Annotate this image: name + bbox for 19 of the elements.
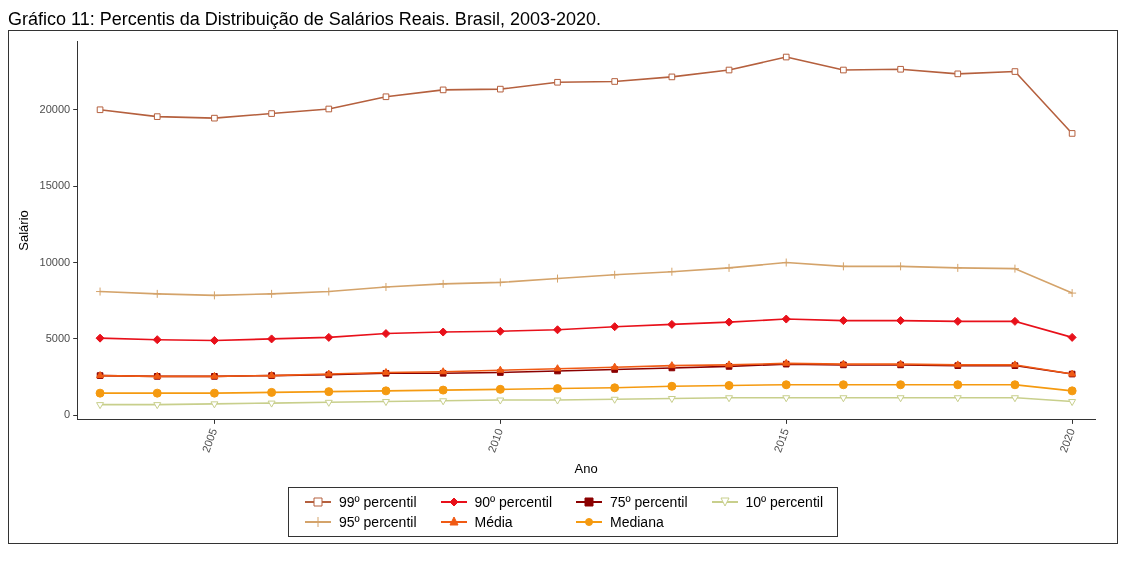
legend-label: 99º percentil bbox=[339, 494, 417, 510]
y-axis-title: Salário bbox=[16, 210, 32, 251]
legend-label: 90º percentil bbox=[474, 494, 552, 510]
x-tick-label: 2015 bbox=[771, 426, 791, 454]
y-tick-label: 0 bbox=[64, 408, 71, 421]
y-tick-label: 5000 bbox=[45, 331, 71, 344]
y-tick-label: 20000 bbox=[39, 102, 71, 115]
legend-label: Mediana bbox=[610, 514, 664, 530]
x-tick-label: 2020 bbox=[1057, 426, 1077, 454]
y-tick-label: 10000 bbox=[39, 255, 71, 268]
legend-label: 75º percentil bbox=[610, 494, 688, 510]
legend-label: 95º percentil bbox=[339, 514, 417, 530]
x-tick-label: 2005 bbox=[199, 426, 220, 454]
legend-label: 10º percentil bbox=[745, 494, 823, 510]
x-axis-title: Ano bbox=[574, 460, 598, 476]
chart-title: Gráfico 11: Percentis da Distribuição de Salários Reais. Brasil, 2003-2020. bbox=[8, 8, 602, 30]
y-tick-label: 15000 bbox=[39, 179, 71, 192]
legend-label: Média bbox=[474, 514, 513, 530]
x-tick-label: 2010 bbox=[485, 426, 506, 454]
